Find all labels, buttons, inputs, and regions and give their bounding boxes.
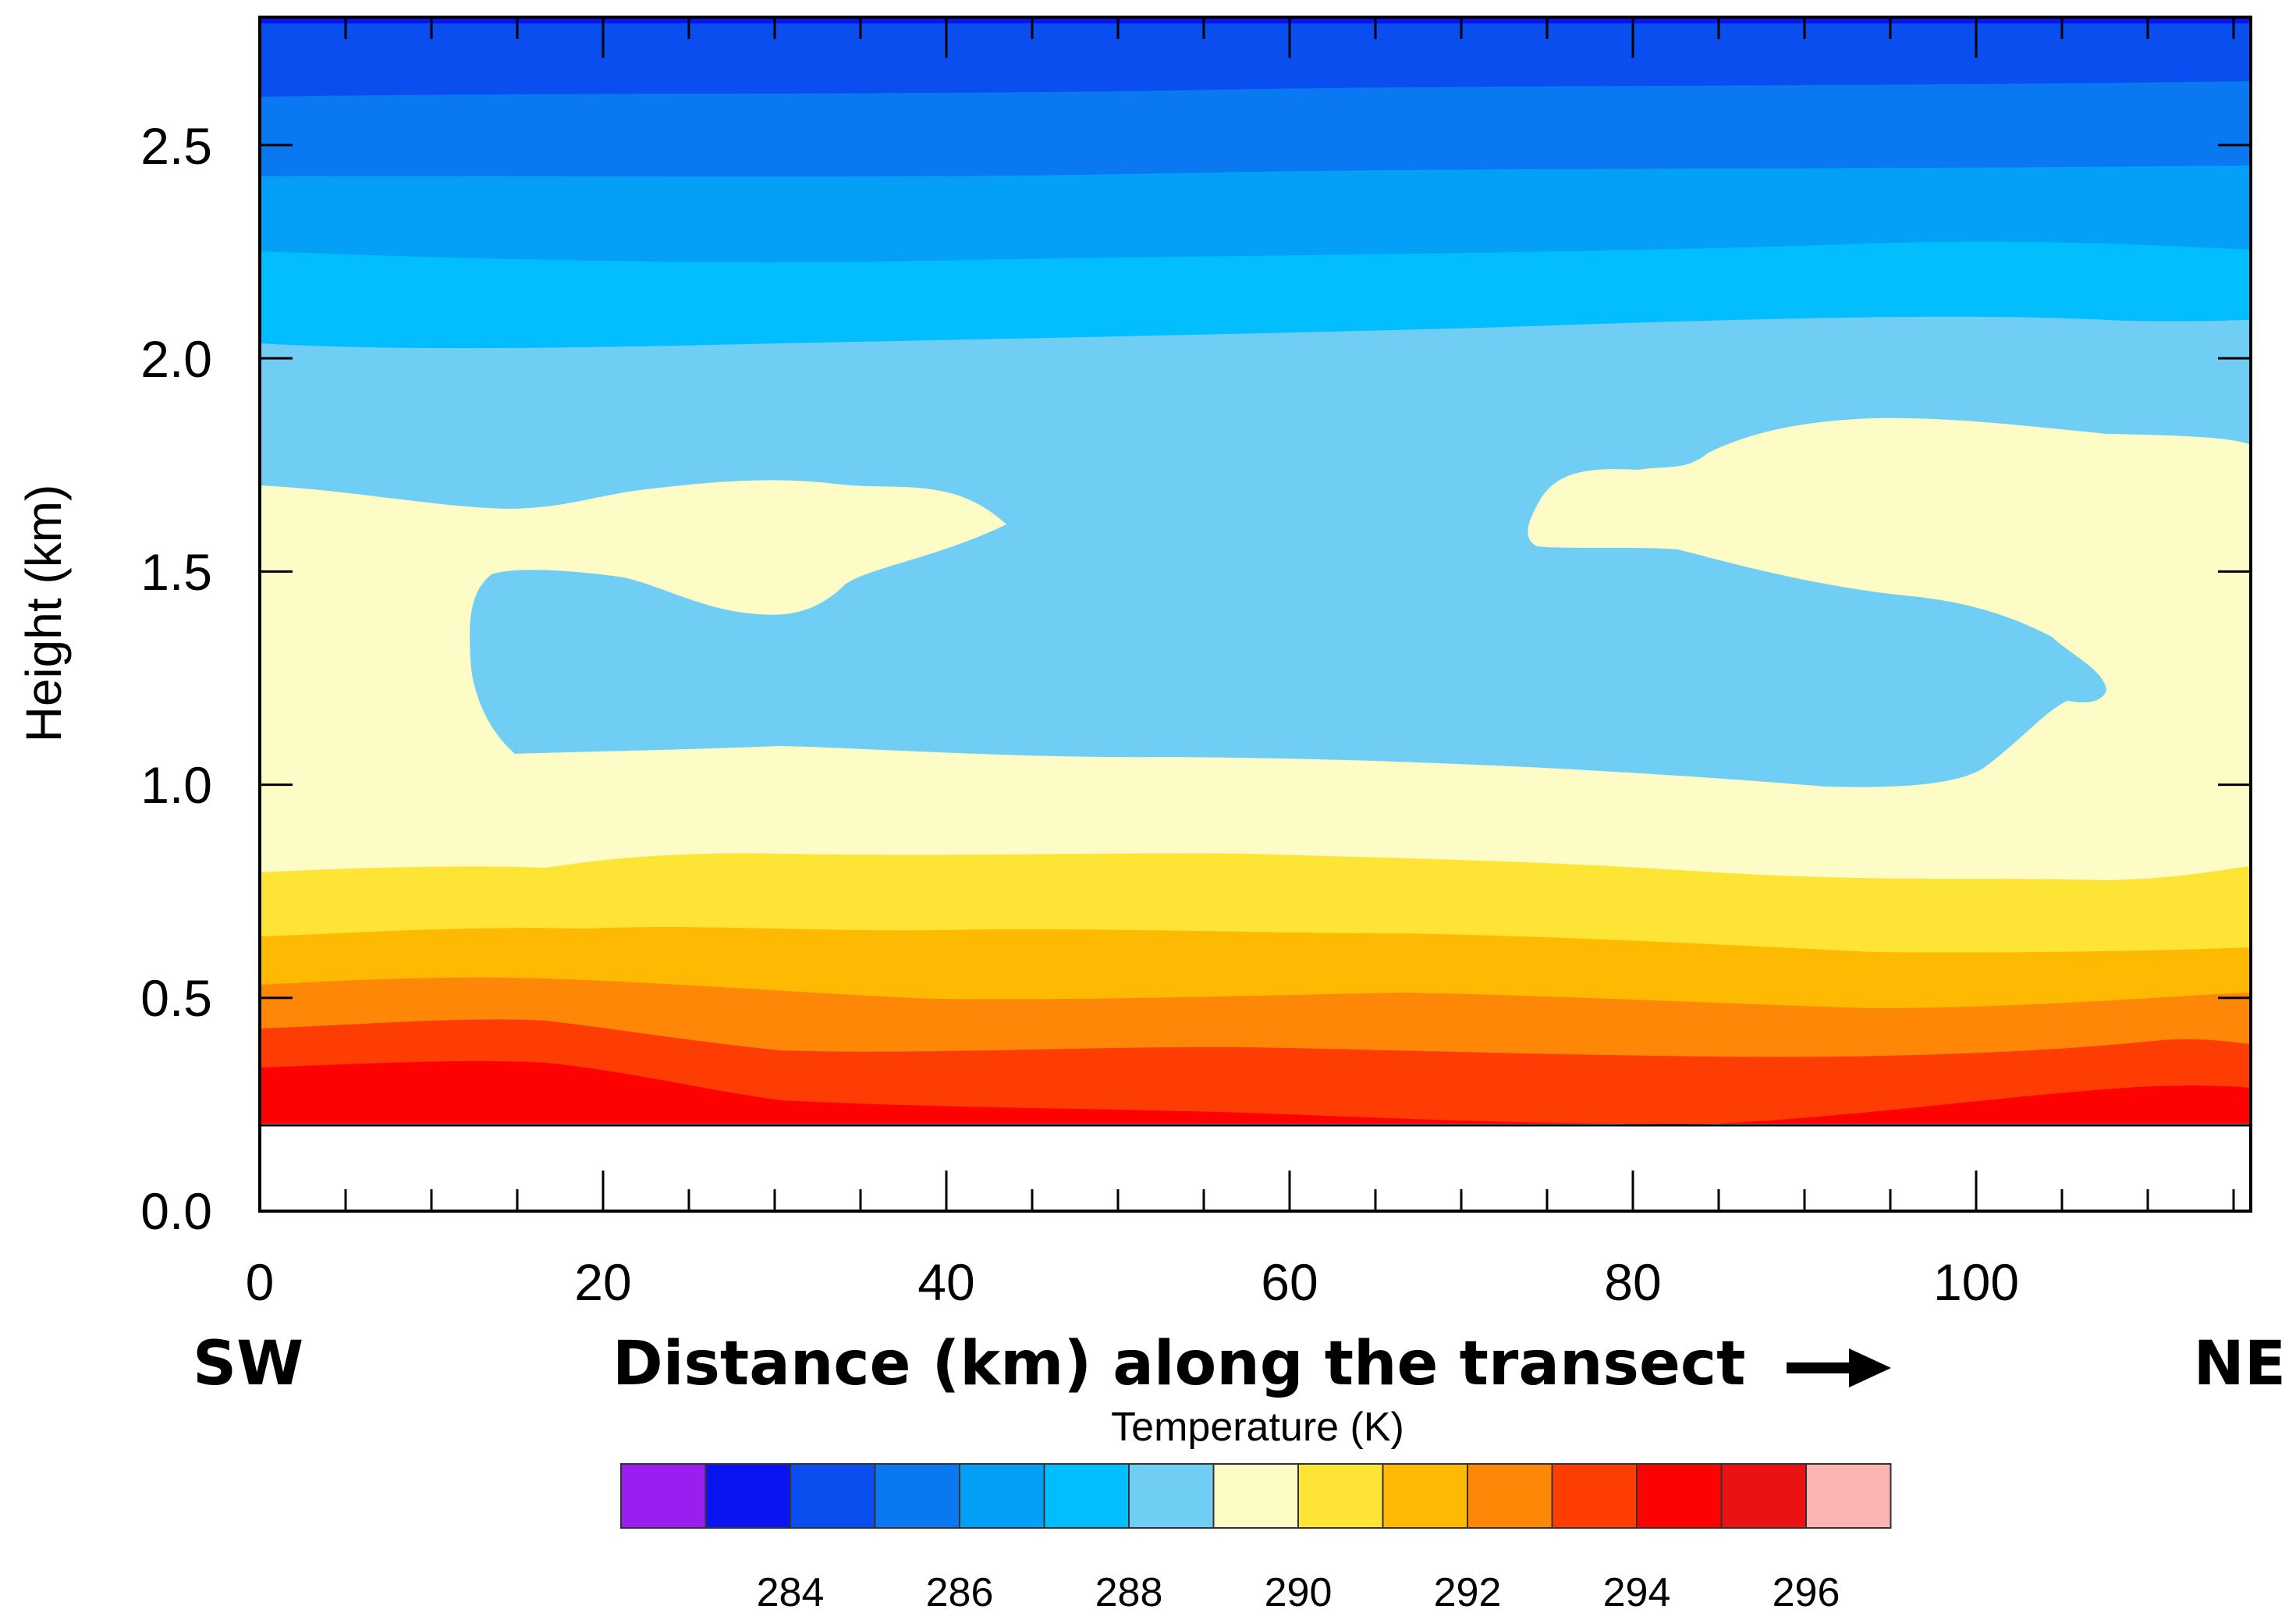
y-tick-label: 2.0 [140,330,212,388]
colorbar-label: 288 [1095,1570,1163,1615]
x-tick-label: 80 [1604,1253,1661,1311]
colorbar-swatch [1212,1463,1299,1529]
colorbar-swatch [1128,1463,1215,1529]
colorbar-label: 292 [1434,1570,1502,1615]
colorbar-swatch [959,1463,1045,1529]
x-tick-label: 40 [917,1253,974,1311]
direction-arrow [1787,1348,1891,1387]
x-tick-label: 100 [1933,1253,2019,1311]
colorbar-swatch [1720,1463,1807,1529]
y-tick-label: 0.0 [140,1182,212,1240]
ne-direction-label: NE [2193,1329,2286,1399]
x-tick-label: 60 [1261,1253,1318,1311]
y-axis-ticks [260,144,2251,1213]
colorbar-swatch [704,1463,791,1529]
plot-frame [258,16,2252,1213]
colorbar-label: 296 [1773,1570,1840,1615]
y-tick-label: 1.5 [140,543,212,601]
band-290-291 [260,417,2251,905]
colorbar-label: 286 [926,1570,994,1615]
x-tick-label: 0 [246,1253,275,1311]
colorbar-label: 290 [1265,1570,1333,1615]
y-tick-label: 1.0 [140,756,212,814]
y-tick-label: 0.5 [140,969,212,1027]
colorbar-swatch [1636,1463,1723,1529]
colorbar-label: 294 [1603,1570,1671,1615]
terrain-mask [260,1125,2251,1211]
colorbar-label: 284 [757,1570,825,1615]
colorbar-swatch [790,1463,876,1529]
colorbar-swatch [874,1463,960,1529]
x-axis-tick-labels: 0 20 40 60 80 100 [246,1253,2019,1311]
x-tick-label: 20 [574,1253,631,1311]
y-axis-title: Height (km) [16,485,72,743]
colorbar-swatch [1297,1463,1384,1529]
x-axis-ticks [258,17,2235,1211]
colorbar-swatch [1551,1463,1638,1529]
band-284-285 [260,17,2251,25]
colorbar-swatch [1043,1463,1130,1529]
band-294-295 [260,1060,2251,1124]
colorbar-swatch [620,1463,707,1529]
colorbar-swatch [1382,1463,1468,1529]
colorbar-labels: 284 286 288 290 292 294 296 [757,1570,1840,1615]
sw-direction-label: SW [193,1329,303,1399]
y-axis-tick-labels: 0.0 0.5 1.0 1.5 2.0 2.5 [140,117,212,1240]
x-axis-title: Distance (km) along the transect [612,1329,1745,1399]
colorbar-swatch [1805,1463,1892,1529]
plot-area [260,17,2251,1125]
y-tick-label: 2.5 [140,117,212,175]
colorbar [620,1463,1892,1529]
colorbar-title: Temperature (K) [1111,1405,1404,1450]
colorbar-swatch [1467,1463,1553,1529]
